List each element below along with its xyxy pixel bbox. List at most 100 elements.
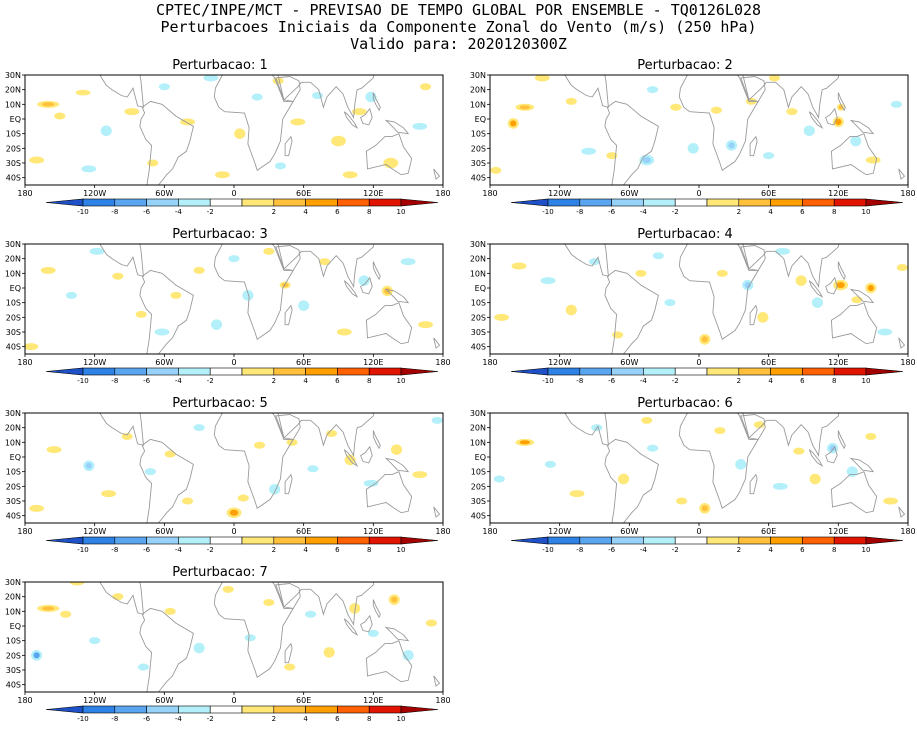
coastline-arabia xyxy=(275,76,301,102)
wind-perturbation xyxy=(569,490,585,498)
colorbar-label: 6 xyxy=(335,208,340,216)
map-plot: 30N 20N 10N EQ 10S 20S 30S 40S 180 120W 60W 0 60E 120… xyxy=(470,240,915,385)
coastline-northAmerica xyxy=(42,75,144,108)
lon-tick-label: 120W xyxy=(83,527,106,536)
colorbar-segment xyxy=(643,367,676,376)
wind-perturbation xyxy=(137,663,150,671)
wind-perturbation xyxy=(342,171,358,179)
wind-perturbation xyxy=(757,312,769,323)
map-plot: 30N 20N 10N EQ 10S 20S 30S 40S 180 120W 60W 0 60E 120… xyxy=(5,240,450,385)
colorbar-segment xyxy=(337,536,370,545)
wind-perturbation xyxy=(581,147,597,155)
lat-tick-label: EQ xyxy=(475,284,486,293)
wind-perturbation xyxy=(383,157,399,169)
lon-tick-label: 120E xyxy=(363,696,383,705)
colorbar-segment xyxy=(209,536,243,545)
colorbar-label: -8 xyxy=(576,377,583,385)
wind-perturbation xyxy=(811,297,824,308)
lat-tick-label: 20S xyxy=(6,651,21,660)
panel-title: Perturbacao: 2 xyxy=(637,58,733,73)
colorbar-segment xyxy=(802,367,835,376)
wind-perturbation xyxy=(890,100,902,108)
colorbar-label: -6 xyxy=(143,715,151,723)
lon-tick-label: 180 xyxy=(900,527,915,536)
colorbar-label: 2 xyxy=(737,377,741,385)
wind-perturbation xyxy=(363,479,379,487)
lon-tick-label: 120W xyxy=(548,527,571,536)
colorbar-arrow-right xyxy=(865,198,904,207)
colorbar-label: 8 xyxy=(832,546,836,554)
wind-perturbation xyxy=(263,599,275,607)
colorbar-segment xyxy=(273,367,306,376)
wind-perturbation xyxy=(883,497,899,505)
wind-perturbation xyxy=(716,269,728,277)
lon-tick-label: 180 xyxy=(17,527,32,536)
wind-perturbation xyxy=(54,112,66,120)
wind-perturbation-core xyxy=(701,336,708,343)
lat-tick-label: 10N xyxy=(470,269,486,278)
lat-tick-label: 30N xyxy=(470,409,486,418)
wind-perturbation xyxy=(786,108,798,116)
colorbar-segment xyxy=(241,198,275,207)
colorbar-segment xyxy=(706,536,740,545)
lat-tick-label: 20N xyxy=(470,255,486,264)
wind-perturbation xyxy=(511,262,527,270)
wind-perturbation xyxy=(753,421,765,429)
coastline-australia xyxy=(365,471,413,514)
colorbar-label: 4 xyxy=(768,546,773,554)
lat-tick-label: 40S xyxy=(471,343,486,352)
coastline-southAmerica xyxy=(139,100,194,185)
colorbar-label: -10 xyxy=(542,377,553,385)
lat-tick-label: 30S xyxy=(471,497,486,506)
coastline-borneo xyxy=(360,614,373,633)
colorbar-arrow-left xyxy=(45,705,84,714)
coastline-philippines xyxy=(372,599,381,619)
colorbar-segment xyxy=(209,705,243,714)
wind-perturbation xyxy=(534,75,550,82)
wind-perturbation xyxy=(211,319,223,330)
wind-perturbation xyxy=(612,331,624,339)
wind-perturbation xyxy=(768,75,781,82)
coastline-philippines xyxy=(372,261,381,281)
colorbar-arrow-right xyxy=(400,705,439,714)
lat-tick-label: 40S xyxy=(6,343,21,352)
coastline-northAmerica xyxy=(507,413,609,446)
lon-tick-label: 180 xyxy=(900,189,915,198)
wind-perturbation xyxy=(652,252,664,260)
lon-tick-label: 60W xyxy=(155,189,173,198)
colorbar-label: -8 xyxy=(111,715,118,723)
colorbar-label: 2 xyxy=(737,546,741,554)
colorbar-segment xyxy=(547,367,581,376)
wind-perturbation xyxy=(494,313,510,321)
colorbar-segment xyxy=(146,198,179,207)
coastline-northAmerica xyxy=(507,244,609,277)
wind-perturbation xyxy=(312,92,324,100)
lon-tick-label: 60E xyxy=(761,358,776,367)
wind-perturbation xyxy=(641,416,653,424)
wind-perturbation xyxy=(89,637,101,645)
coastline-japan xyxy=(385,60,398,73)
colorbar-label: -2 xyxy=(672,377,679,385)
panel-title: Perturbacao: 4 xyxy=(637,227,733,242)
colorbar-segment xyxy=(305,705,338,714)
coastline-madagascar xyxy=(749,135,758,157)
lat-tick-label: 10N xyxy=(470,100,486,109)
lon-tick-label: 0 xyxy=(696,189,701,198)
wind-perturbation xyxy=(112,272,124,280)
wind-perturbation xyxy=(193,266,205,274)
wind-perturbation-core xyxy=(867,284,874,292)
coastline-africa xyxy=(213,413,294,510)
wind-perturbation xyxy=(274,162,287,170)
lon-tick-label: 120E xyxy=(363,527,383,536)
lat-tick-label: 40S xyxy=(471,512,486,521)
colorbar-segment xyxy=(209,367,243,376)
wind-perturbation xyxy=(646,86,659,94)
coastline-japan xyxy=(850,398,863,411)
map-plot: 30N 20N 10N EQ 10S 20S 30S 40S 180 120W 60W 0 60E 120… xyxy=(5,578,450,723)
wind-perturbation xyxy=(670,103,682,111)
coastline-madagascar xyxy=(284,304,293,326)
lon-tick-label: 0 xyxy=(231,358,236,367)
colorbar-segment xyxy=(579,536,612,545)
wind-perturbation xyxy=(540,277,556,285)
colorbar-label: 4 xyxy=(303,377,308,385)
